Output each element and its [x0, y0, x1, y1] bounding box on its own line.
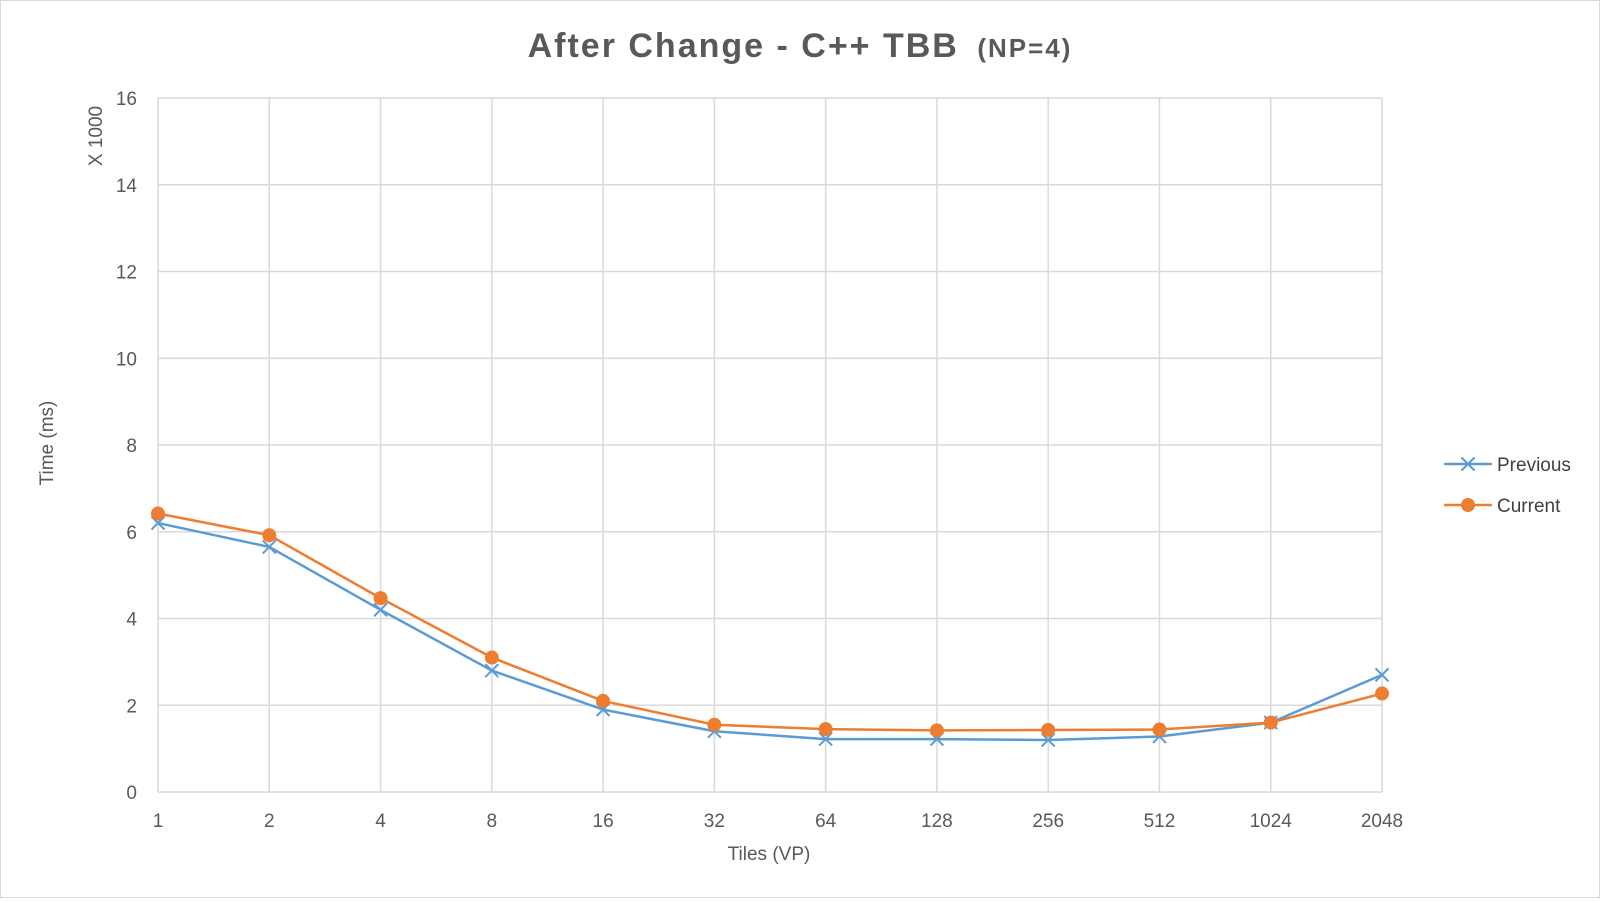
y-tick-label: 6	[126, 523, 137, 544]
chart-title-suffix: (NP=4)	[977, 33, 1072, 63]
data-point-previous	[818, 731, 833, 747]
x-tick-label: 1024	[1250, 811, 1293, 832]
y-axis-label: Time (ms)	[37, 401, 58, 486]
x-tick-label: 4	[375, 811, 386, 832]
legend-marker-previous	[1460, 456, 1476, 472]
y-tick-label: 16	[116, 89, 137, 110]
y-tick-label: 2	[126, 696, 137, 717]
data-point-current	[818, 722, 833, 737]
data-point-current	[1263, 715, 1278, 730]
data-point-previous	[1040, 732, 1056, 748]
x-tick-label: 128	[921, 811, 953, 832]
legend-label-previous: Previous	[1497, 455, 1571, 476]
data-point-current	[1375, 686, 1389, 701]
y-tick-label: 12	[116, 263, 137, 284]
x-tick-labels: 1 2 4 8 16 32 64 128 256 512 1024 2048	[153, 811, 1403, 832]
marker-stroke	[818, 731, 833, 747]
chart-title-main: After Change - C++ TBB	[528, 27, 959, 65]
legend-marker-current	[1461, 498, 1475, 512]
legend: Previous Current	[1444, 455, 1571, 517]
y-unit-label: X 1000	[86, 106, 107, 166]
series-line-current	[157, 512, 1383, 732]
data-point-current	[1041, 722, 1056, 737]
y-tick-labels: 0 2 4 6 8 10 12 14 16	[116, 89, 138, 804]
marker-stroke	[1374, 667, 1390, 683]
marker-stroke	[373, 602, 388, 618]
x-axis-label: Tiles (VP)	[728, 844, 811, 865]
x-tick-label: 1	[153, 811, 164, 832]
data-point-current	[373, 591, 388, 606]
data-point-previous	[373, 602, 388, 618]
marker-stroke	[262, 539, 277, 555]
legend-item-previous: Previous	[1444, 455, 1571, 476]
gridlines	[157, 97, 1383, 793]
data-point-current	[1152, 722, 1167, 737]
data-point-current	[929, 723, 944, 738]
x-tick-label: 64	[815, 811, 837, 832]
series-line-previous	[157, 521, 1383, 742]
x-tick-label: 8	[487, 811, 498, 832]
data-point-previous	[1374, 667, 1390, 683]
x-tick-label: 16	[593, 811, 614, 832]
x-tick-label: 32	[704, 811, 725, 832]
data-point-current	[707, 717, 722, 732]
x-tick-label: 2048	[1361, 811, 1403, 832]
data-point-current	[484, 650, 499, 665]
series-group	[150, 506, 1390, 748]
chart-title: After Change - C++ TBB (NP=4)	[528, 27, 1073, 65]
x-tick-label: 2	[264, 811, 275, 832]
y-tick-label: 10	[116, 349, 137, 370]
marker-stroke	[484, 663, 500, 678]
y-tick-label: 4	[126, 610, 137, 631]
data-point-current	[262, 528, 277, 543]
y-tick-label: 0	[126, 783, 137, 804]
marker-stroke	[1040, 732, 1056, 748]
data-point-previous	[262, 539, 277, 555]
y-tick-label: 14	[116, 176, 138, 197]
data-point-current	[151, 506, 165, 521]
legend-item-current: Current	[1444, 496, 1561, 517]
data-point-previous	[484, 663, 500, 678]
data-point-current	[596, 693, 611, 708]
x-tick-label: 512	[1144, 811, 1176, 832]
legend-label-current: Current	[1497, 496, 1561, 517]
y-tick-label: 8	[126, 436, 137, 457]
x-tick-label: 256	[1032, 811, 1064, 832]
